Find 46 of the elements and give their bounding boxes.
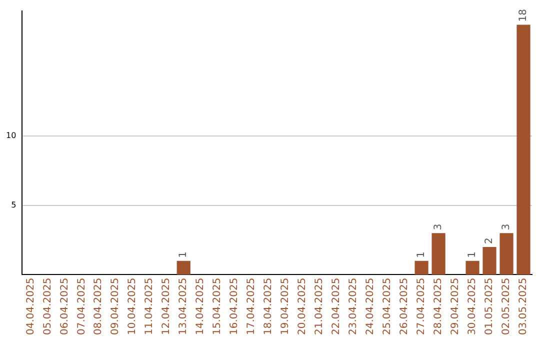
bar — [500, 233, 514, 275]
x-tick-label: 28.04.2025 — [433, 278, 444, 336]
bar — [414, 260, 428, 275]
x-tick-label: 10.04.2025 — [127, 278, 138, 336]
x-tick-label: 08.04.2025 — [93, 278, 104, 336]
x-tick-label: 11.04.2025 — [144, 278, 156, 336]
data-label: 1 — [467, 251, 478, 258]
x-tick-label: 07.04.2025 — [76, 278, 88, 336]
x-tick-label: 05.04.2025 — [42, 278, 54, 336]
y-tick-label: 10 — [6, 130, 16, 140]
data-label: 1 — [178, 251, 190, 258]
data-label: 18 — [518, 8, 530, 22]
bar — [176, 260, 190, 275]
x-tick-label: 23.04.2025 — [348, 278, 360, 336]
bar — [482, 246, 496, 275]
x-tick-label: 24.04.2025 — [365, 278, 376, 336]
x-tick-label: 17.04.2025 — [246, 278, 258, 336]
x-tick-label: 15.04.2025 — [212, 278, 224, 336]
x-tick-label: 26.04.2025 — [399, 278, 410, 336]
bar — [516, 24, 530, 275]
data-label: 2 — [484, 238, 496, 244]
x-tick-label: 29.04.2025 — [450, 278, 462, 336]
x-tick-label: 16.04.2025 — [229, 278, 240, 336]
x-tick-label: 03.05.2025 — [518, 278, 530, 336]
x-tick-label: 21.04.2025 — [314, 278, 326, 336]
y-tick-label: 5 — [11, 200, 16, 210]
bar — [432, 233, 446, 275]
x-tick-label: 06.04.2025 — [59, 278, 70, 336]
x-tick-label: 20.04.2025 — [297, 278, 308, 336]
x-tick-label: 09.04.2025 — [110, 278, 122, 336]
data-label: 1 — [416, 251, 428, 258]
x-tick-label: 01.05.2025 — [484, 278, 496, 336]
data-label: 3 — [433, 224, 444, 230]
x-tick-label: 13.04.2025 — [178, 278, 190, 336]
x-tick-label: 30.04.2025 — [467, 278, 478, 336]
x-tick-label: 27.04.2025 — [416, 278, 428, 336]
data-label: 3 — [501, 224, 512, 230]
bar — [466, 260, 480, 275]
x-tick-label: 18.04.2025 — [263, 278, 274, 336]
x-tick-label: 25.04.2025 — [382, 278, 394, 336]
x-tick-label: 12.04.2025 — [161, 278, 172, 336]
x-tick-label: 02.05.2025 — [501, 278, 512, 336]
x-tick-label: 14.04.2025 — [195, 278, 206, 336]
x-tick-label: 04.04.2025 — [25, 278, 36, 336]
x-tick-label: 19.04.2025 — [280, 278, 292, 336]
x-tick-label: 22.04.2025 — [331, 278, 342, 336]
